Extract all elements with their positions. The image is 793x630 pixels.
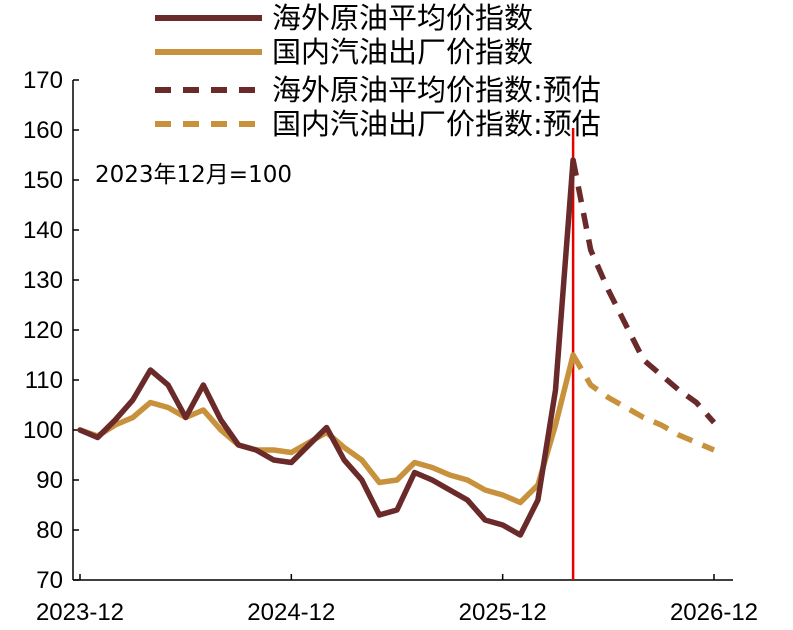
y-tick-label: 100 bbox=[23, 417, 63, 444]
base-note: 2023年12月=100 bbox=[95, 162, 292, 188]
y-tick-label: 90 bbox=[36, 467, 63, 494]
y-tick-label: 130 bbox=[23, 267, 63, 294]
x-tick-label: 2024-12 bbox=[247, 599, 335, 626]
series-line-4 bbox=[570, 353, 716, 453]
x-tick-label: 2023-12 bbox=[36, 599, 124, 626]
y-tick-label: 170 bbox=[23, 67, 63, 94]
legend-label-2: 国内汽油出厂价指数 bbox=[272, 35, 533, 69]
series-layer bbox=[77, 157, 717, 538]
legend: 海外原油平均价指数国内汽油出厂价指数海外原油平均价指数:预估国内汽油出厂价指数:… bbox=[155, 1, 601, 141]
series-line-1 bbox=[77, 157, 576, 538]
legend-label-4: 国内汽油出厂价指数:预估 bbox=[272, 107, 601, 141]
legend-label-3: 海外原油平均价指数:预估 bbox=[272, 73, 601, 107]
legend-label-1: 海外原油平均价指数 bbox=[272, 1, 533, 35]
axes: 70 80 90 100 110 120 130 140 150 160 170 2023-12 202… bbox=[23, 67, 758, 626]
y-tick-label: 150 bbox=[23, 167, 63, 194]
y-tick-label: 160 bbox=[23, 117, 63, 144]
y-tick-label: 140 bbox=[23, 217, 63, 244]
x-tick-label: 2025-12 bbox=[459, 599, 547, 626]
x-tick-label: 2026-12 bbox=[670, 599, 758, 626]
series-line-3 bbox=[570, 159, 717, 425]
y-tick-label: 80 bbox=[36, 517, 63, 544]
y-tick-label: 120 bbox=[23, 317, 63, 344]
y-tick-label: 110 bbox=[25, 367, 63, 394]
y-tick-label: 70 bbox=[36, 567, 63, 594]
